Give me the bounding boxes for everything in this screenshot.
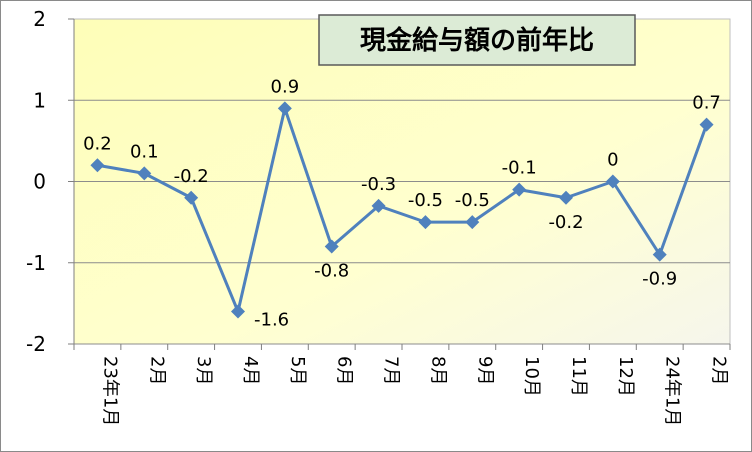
- data-label: -0.8: [314, 261, 349, 282]
- data-label: -0.3: [361, 174, 396, 195]
- x-tick-label: 7月: [381, 356, 402, 385]
- data-label: -1.6: [254, 310, 289, 331]
- x-tick-label: 9月: [474, 356, 495, 385]
- data-label: -0.1: [502, 158, 537, 179]
- data-point-marker: [699, 117, 714, 132]
- x-tick-label: 5月: [287, 356, 308, 385]
- x-tick-label: 4月: [240, 356, 261, 385]
- x-tick-label: 11月: [568, 356, 589, 397]
- data-point-marker: [559, 190, 573, 205]
- data-label: 0.2: [83, 133, 112, 154]
- x-tick-label: 23年1月: [99, 356, 120, 426]
- data-labels: 0.2 0.1 -0.2 -1.6 0.9 -0.8 -0.3 -0.5 -0.5 -0.1 -0.…: [83, 76, 721, 330]
- x-tick-label: 8月: [427, 356, 448, 385]
- data-point-marker: [137, 166, 152, 181]
- data-point-marker: [231, 304, 245, 319]
- series-line-group: [90, 101, 714, 319]
- data-label: -0.2: [548, 212, 583, 233]
- x-tick-label: 6月: [334, 356, 355, 385]
- x-tick-label: 10月: [521, 356, 542, 397]
- chart-title: 現金給与額の前年比: [360, 25, 594, 56]
- data-label: -0.5: [408, 190, 443, 211]
- x-axis: 23年1月 2月 3月 4月 5月 6月 7月 8月 9月 10月 11月 12月 24年1月 2月: [73, 344, 731, 426]
- data-point-marker: [465, 215, 480, 230]
- y-tick-label: -2: [26, 332, 46, 356]
- data-label: 0.7: [692, 93, 721, 114]
- x-tick-label: 3月: [193, 356, 214, 385]
- x-tick-label: 12月: [615, 356, 636, 397]
- data-point-marker: [652, 247, 667, 262]
- data-point-marker: [277, 101, 292, 116]
- data-point-marker: [184, 190, 199, 205]
- y-tick-label: -1: [26, 251, 46, 275]
- data-label: -0.9: [642, 269, 677, 290]
- data-point-marker: [371, 198, 386, 213]
- x-tick-label: 24年1月: [662, 356, 683, 426]
- y-tick-label: 1: [33, 88, 46, 112]
- y-tick-label: 0: [33, 170, 46, 194]
- data-label: 0.9: [271, 76, 300, 97]
- series-line: [97, 106, 708, 313]
- data-point-marker: [324, 239, 339, 254]
- y-axis: 2 1 0 -1 -2: [26, 7, 75, 356]
- data-label: 0.1: [130, 141, 159, 162]
- x-tick-label: 2月: [146, 356, 167, 385]
- data-point-marker: [90, 158, 105, 173]
- data-label: -0.5: [455, 190, 490, 211]
- data-point-marker: [512, 182, 527, 197]
- data-label: 0: [607, 150, 618, 171]
- data-point-marker: [418, 215, 433, 230]
- x-tick-label: 2月: [709, 356, 730, 385]
- chart-title-box: 現金給与額の前年比: [318, 14, 636, 66]
- data-label: -0.2: [174, 166, 209, 187]
- y-tick-label: 2: [33, 7, 46, 31]
- data-point-marker: [605, 174, 620, 189]
